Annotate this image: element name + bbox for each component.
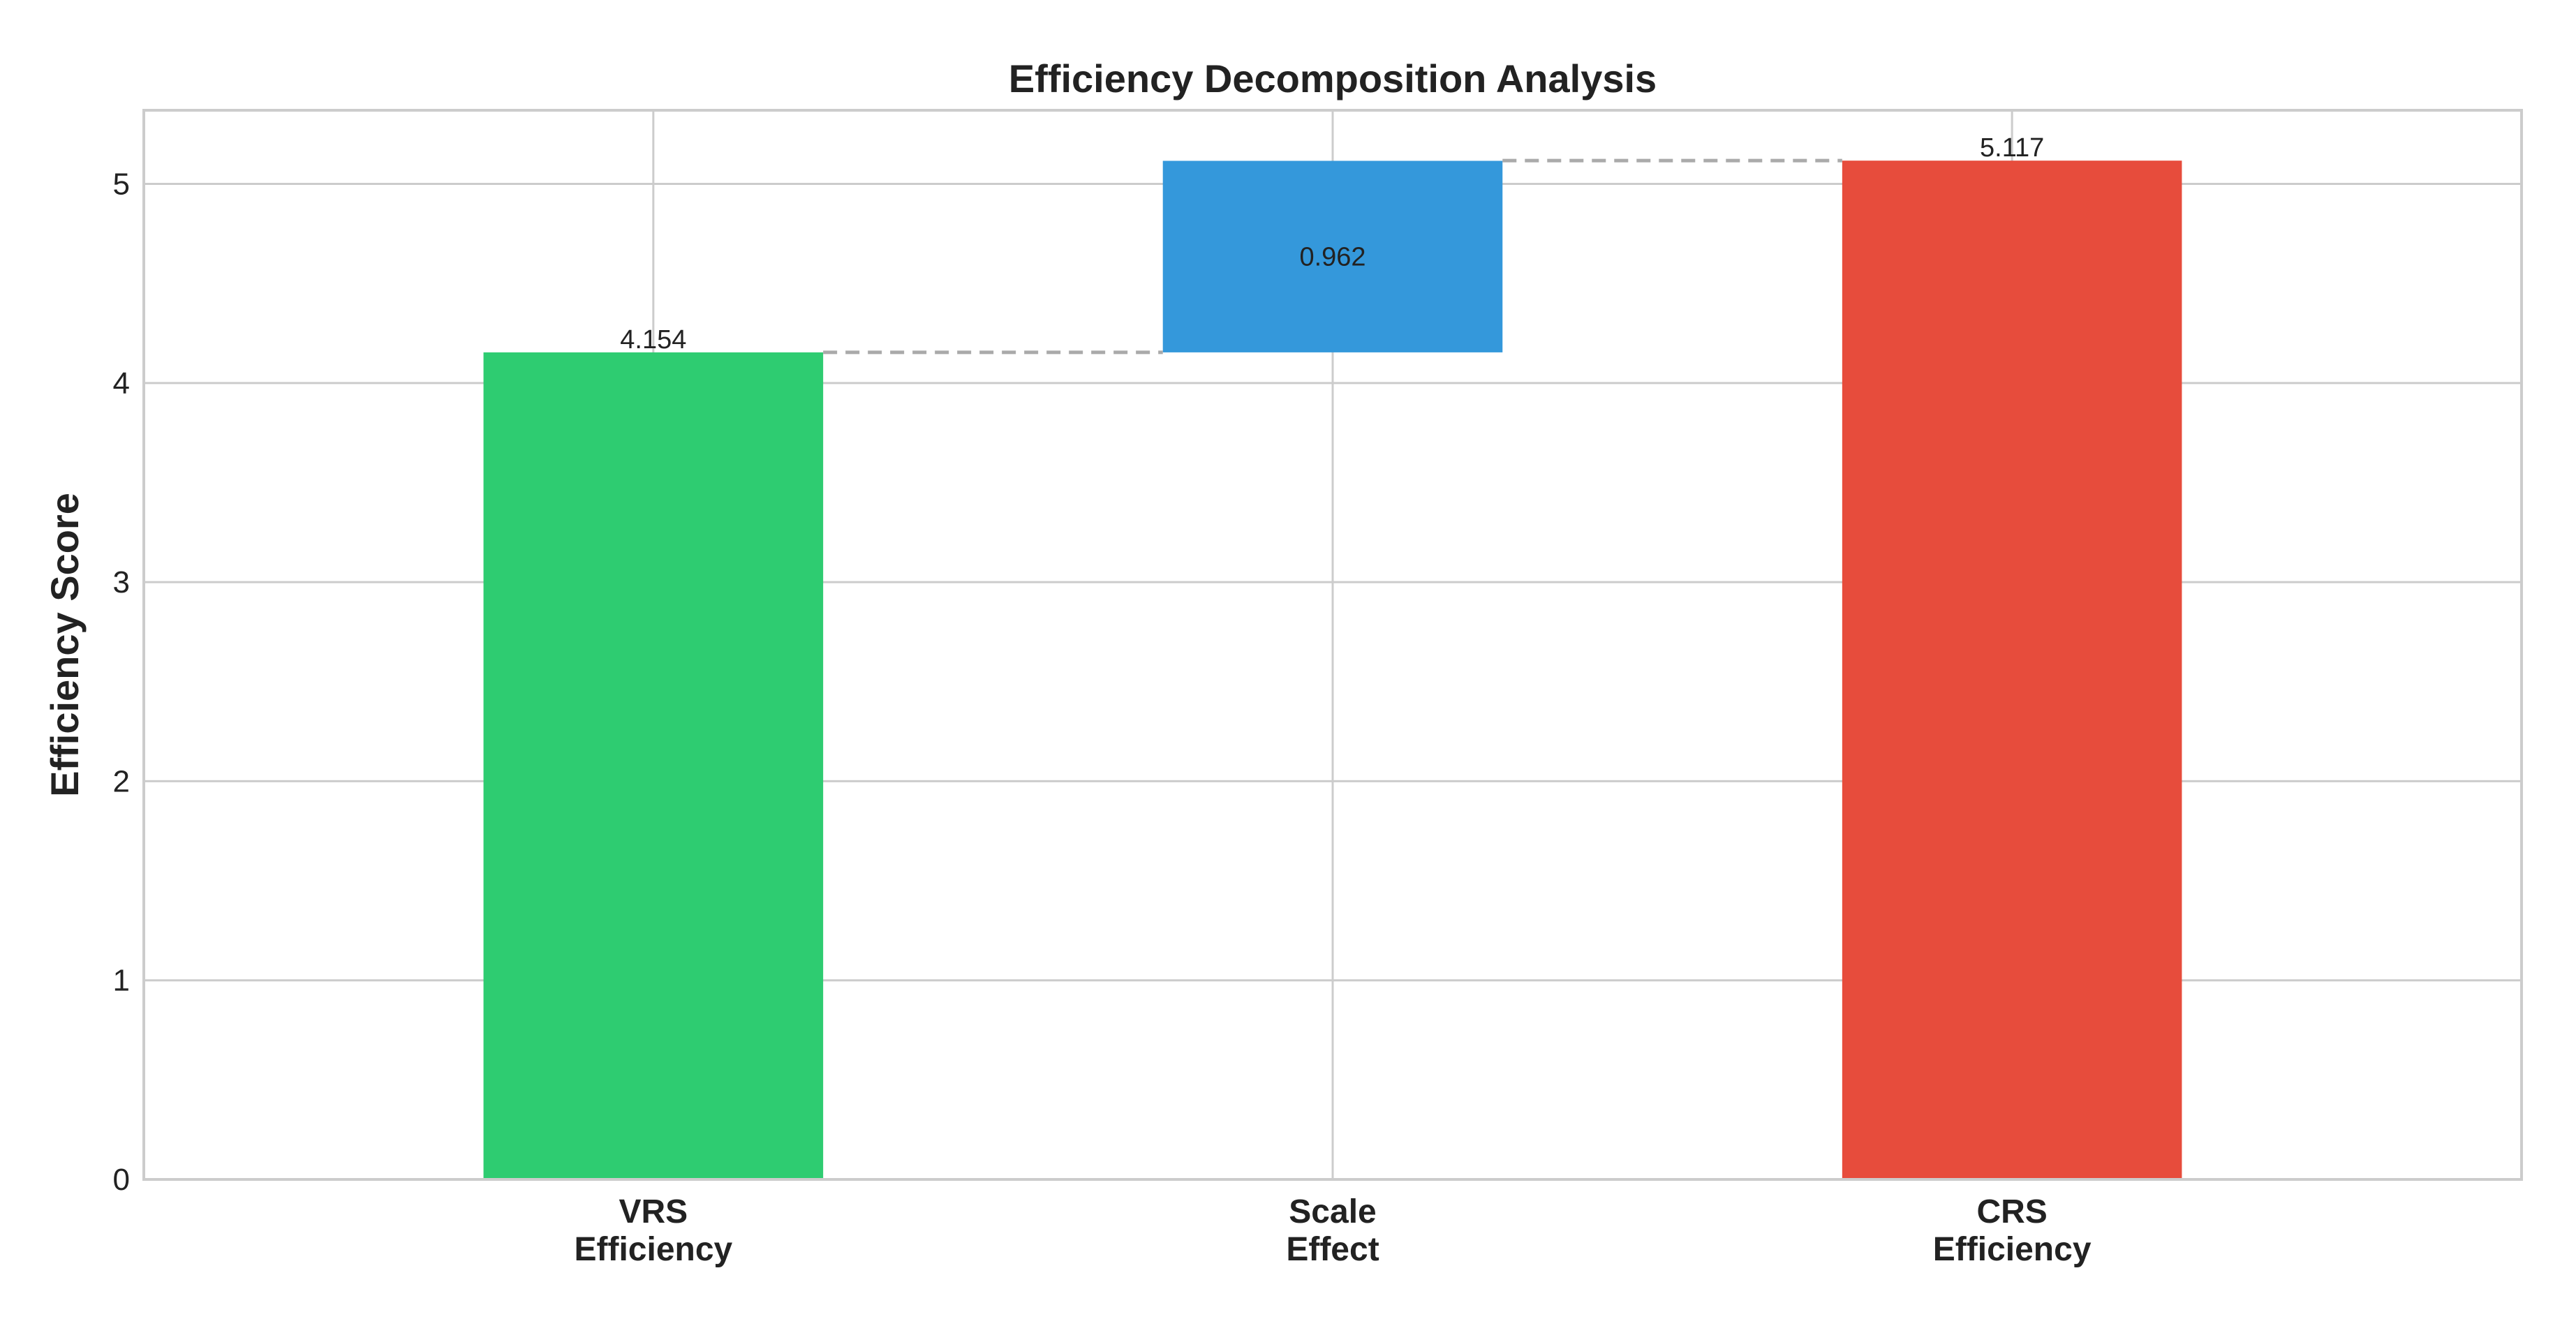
y-tick-label: 5	[113, 167, 130, 202]
bars	[483, 161, 2182, 1180]
y-tick-label: 3	[113, 565, 130, 599]
x-tick-label: Scale Effect	[1286, 1193, 1379, 1268]
y-axis-label: Efficiency Score	[43, 493, 87, 797]
connector-lines	[823, 158, 1842, 355]
y-tick-label: 2	[113, 764, 130, 798]
value-labels: 4.154 0.962 5.117	[620, 133, 2044, 355]
x-axis-ticks: VRS Efficiency Scale Effect CRS Efficiency	[574, 1193, 2091, 1268]
bar-value-label: 0.962	[1299, 243, 1365, 272]
x-tick-label: VRS Efficiency	[574, 1193, 732, 1268]
bar-0	[483, 352, 824, 1179]
y-tick-label: 1	[113, 964, 130, 998]
bar-value-label: 4.154	[620, 325, 686, 355]
bar-2	[1842, 161, 2182, 1180]
plot-area-frame	[142, 109, 2523, 1181]
y-tick-label: 0	[113, 1163, 130, 1197]
chart-title: Efficiency Decomposition Analysis	[1009, 57, 1657, 100]
bar-value-label: 5.117	[1980, 133, 2044, 163]
y-tick-label: 4	[113, 366, 130, 401]
bar-1	[1162, 161, 1503, 352]
x-tick-label: CRS Efficiency	[1933, 1193, 2092, 1268]
y-axis-ticks: 0 1 2 3 4 5	[113, 167, 130, 1197]
